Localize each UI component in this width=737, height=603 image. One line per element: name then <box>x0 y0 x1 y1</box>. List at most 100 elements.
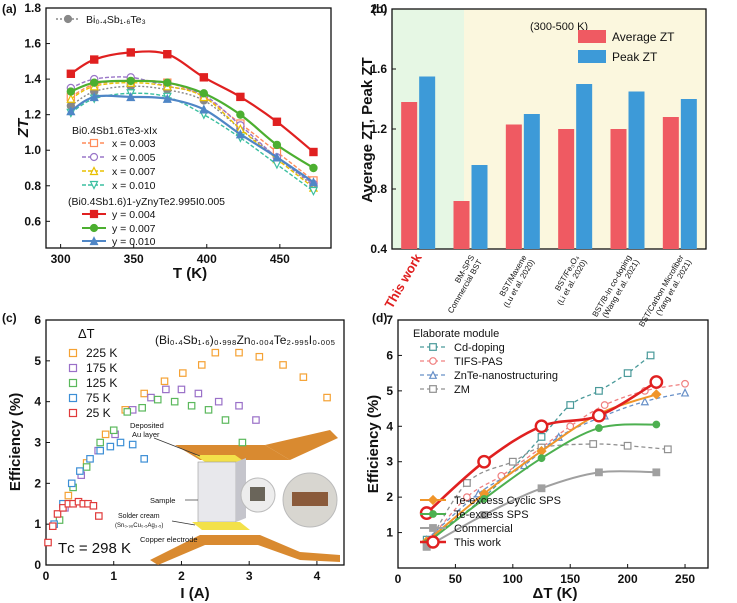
data-point <box>589 440 598 448</box>
legend-c-entry: 75 K <box>86 391 111 405</box>
panel-d-frame <box>397 319 709 569</box>
panel-c-ytick-label: 3 <box>34 436 41 450</box>
legend-a-marker <box>89 236 99 246</box>
data-point <box>663 445 672 454</box>
data-point <box>199 89 209 98</box>
bar-average-zt <box>453 201 470 249</box>
data-point-75k <box>140 455 149 463</box>
legend-d-marker <box>428 370 438 379</box>
data-point-125k <box>109 426 118 435</box>
legend-b-swatch <box>578 50 606 63</box>
panel-c-xtick-label: 0 <box>43 569 50 583</box>
data-point-25k <box>44 538 52 547</box>
panel-b-ytick-label: 2.0 <box>370 2 387 16</box>
legend-b-entry: Peak ZT <box>612 50 658 64</box>
legend-a-marker <box>89 166 99 176</box>
data-point <box>640 396 650 406</box>
data-point <box>162 93 172 103</box>
data-point-25k <box>89 501 98 510</box>
data-point-125k <box>96 438 104 447</box>
data-point <box>681 379 689 388</box>
data-point-125k <box>153 395 162 404</box>
data-point-125k <box>204 406 213 414</box>
data-point-175k <box>177 385 186 394</box>
legend-a-entry: y = 0.007 <box>112 223 156 235</box>
data-point <box>66 106 76 116</box>
data-point <box>480 495 489 503</box>
panel-d-legend: Cd-doping TIFS-PAS ZnTe-nanostructuring ZM T… <box>420 342 561 549</box>
panel-c-xtick-label: 2 <box>178 569 185 583</box>
panel-b-label: (b) <box>372 2 387 16</box>
legend-d-marker <box>429 343 437 351</box>
panel-c-legend-title: ΔT <box>78 326 95 341</box>
legend-d-entry: This work <box>454 537 502 549</box>
au-pointer <box>153 437 201 457</box>
inset-label-solder-comp: (Sn₀.₉₆Cu₀.₅Ag₃.₅) <box>115 523 163 529</box>
legend-d-marker <box>429 385 437 393</box>
panel-a-xlabel: T (K) <box>173 265 207 282</box>
legend-b-swatch <box>578 30 606 43</box>
panel-b-ytick-label: 1.6 <box>370 62 387 76</box>
panel-a-legend: Bi0.4Sb1.6Te3-xIx (Bi0.4Sb1.6)1-yZnyTe2.… <box>56 14 225 248</box>
data-point <box>600 401 609 409</box>
data-point <box>126 76 135 86</box>
legend-d-marker <box>426 535 440 549</box>
data-point-25k <box>48 522 57 531</box>
legend-d-marker <box>427 494 439 506</box>
data-point <box>651 389 662 400</box>
data-point <box>308 177 319 187</box>
copper-lead-top <box>265 430 338 460</box>
panel-d-ytick-label: 3 <box>386 455 393 469</box>
panel-a-ytick-label: 0.6 <box>24 214 41 228</box>
panel-a-zt-vs-temperature: (a) 0.6 0.8 1.0 1.2 1.4 1.6 1.8 300 350 400 450 Z… <box>2 1 332 282</box>
panel-c-ytick-label: 4 <box>34 395 41 409</box>
data-point <box>163 78 172 87</box>
legend-a-marker <box>89 180 99 190</box>
legend-a-marker <box>63 14 73 24</box>
panel-d-ytick-label: 6 <box>386 348 393 362</box>
data-point <box>477 454 492 469</box>
panel-d-ylabel: Efficiency (%) <box>365 395 382 493</box>
panel-c-xtick-label: 1 <box>110 569 117 583</box>
panel-b-legend: Average ZT Peak ZT <box>578 30 675 64</box>
legend-a-marker <box>89 223 99 233</box>
data-point <box>566 401 575 409</box>
data-point <box>236 92 245 102</box>
panel-a-ytick-label: 1.4 <box>24 72 41 86</box>
category-label: This work <box>381 250 425 311</box>
data-point <box>595 424 603 432</box>
data-point-125k <box>123 408 132 416</box>
legend-c-entry: 125 K <box>86 376 117 390</box>
data-point-175k <box>235 401 243 410</box>
panel-a-xtick-label: 350 <box>124 252 144 266</box>
data-point <box>309 163 318 173</box>
data-point <box>236 110 245 119</box>
panel-c-ytick-label: 2 <box>34 476 41 490</box>
legend-c-marker <box>68 348 78 358</box>
panel-b-ytick-label: 0.8 <box>370 182 387 196</box>
bar-peak-zt <box>576 84 593 249</box>
data-point-225k <box>323 393 331 402</box>
legend-d-entry: Te-excess Cyclic SPS <box>454 495 561 507</box>
data-point-225k <box>101 430 110 439</box>
legend-c-entry: 175 K <box>86 361 117 375</box>
data-point <box>537 433 546 441</box>
panel-d-ytick-label: 1 <box>386 526 393 540</box>
data-point <box>534 419 549 434</box>
data-point-225k <box>279 361 287 369</box>
legend-a-entry: Bi₀.₄Sb₁.₆Te₃ <box>86 14 146 26</box>
data-point-125k <box>138 403 146 412</box>
legend-b-entry: Average ZT <box>612 30 675 44</box>
sample-side <box>236 458 246 522</box>
inset-label-deposited: Deposited <box>130 421 164 430</box>
inset-label-sample: Sample <box>150 496 175 505</box>
category-label: BST/Fe₃O₄(Li et al. 2020) <box>548 253 589 307</box>
data-point <box>272 140 282 150</box>
panel-d-xtick-label: 100 <box>503 572 523 586</box>
panel-c-ylabel: Efficiency (%) <box>7 393 24 491</box>
panel-c-ytick-label: 1 <box>34 517 41 531</box>
legend-c-marker <box>68 363 78 373</box>
data-point-75k <box>76 467 84 475</box>
category-label: BST/Carbon Microfiber(Yang et al. 2021) <box>637 253 693 333</box>
legend-d-entry: Te-excess SPS <box>454 509 529 521</box>
